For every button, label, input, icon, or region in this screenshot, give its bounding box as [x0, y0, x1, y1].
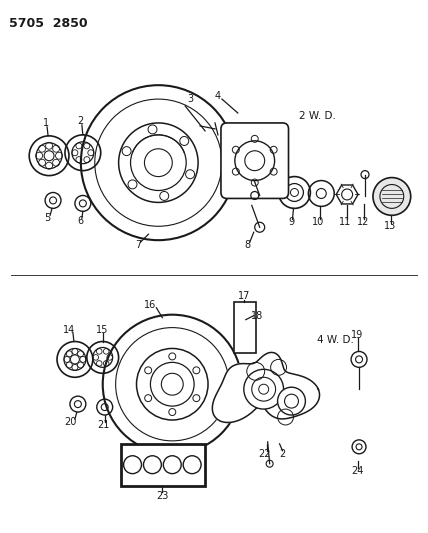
Circle shape [235, 141, 275, 181]
Text: 12: 12 [357, 217, 369, 227]
Text: 15: 15 [95, 325, 108, 335]
Text: 2: 2 [279, 449, 285, 459]
Text: 24: 24 [351, 466, 363, 475]
Polygon shape [212, 352, 320, 423]
Circle shape [278, 387, 306, 415]
Text: 19: 19 [351, 329, 363, 340]
Text: 2 W. D.: 2 W. D. [300, 111, 336, 121]
Text: 3: 3 [187, 94, 193, 104]
Text: 14: 14 [63, 325, 75, 335]
Text: 4: 4 [215, 91, 221, 101]
Text: 16: 16 [144, 300, 157, 310]
Text: 8: 8 [245, 240, 251, 250]
Text: 5: 5 [44, 213, 50, 223]
Bar [121, 444, 205, 486]
Text: 10: 10 [312, 217, 324, 227]
Text: 1: 1 [43, 118, 49, 128]
Text: 11: 11 [339, 217, 351, 227]
Text: 13: 13 [384, 221, 396, 231]
Circle shape [352, 440, 366, 454]
FancyBboxPatch shape [221, 123, 288, 198]
Text: 23: 23 [156, 490, 169, 500]
Circle shape [351, 351, 367, 367]
Polygon shape [336, 185, 358, 204]
Circle shape [244, 369, 283, 409]
Text: 4 W. D.: 4 W. D. [317, 335, 354, 344]
Text: 7: 7 [135, 240, 142, 250]
Text: 9: 9 [288, 217, 294, 227]
Bar [234, 302, 256, 353]
Text: 17: 17 [238, 291, 250, 301]
Text: 21: 21 [98, 420, 110, 430]
Text: 20: 20 [65, 417, 77, 427]
Text: 18: 18 [251, 311, 263, 321]
Text: 6: 6 [78, 216, 84, 227]
Text: 2: 2 [78, 116, 84, 126]
Text: 5705  2850: 5705 2850 [9, 17, 88, 30]
Circle shape [373, 177, 411, 215]
Text: 22: 22 [259, 449, 271, 459]
